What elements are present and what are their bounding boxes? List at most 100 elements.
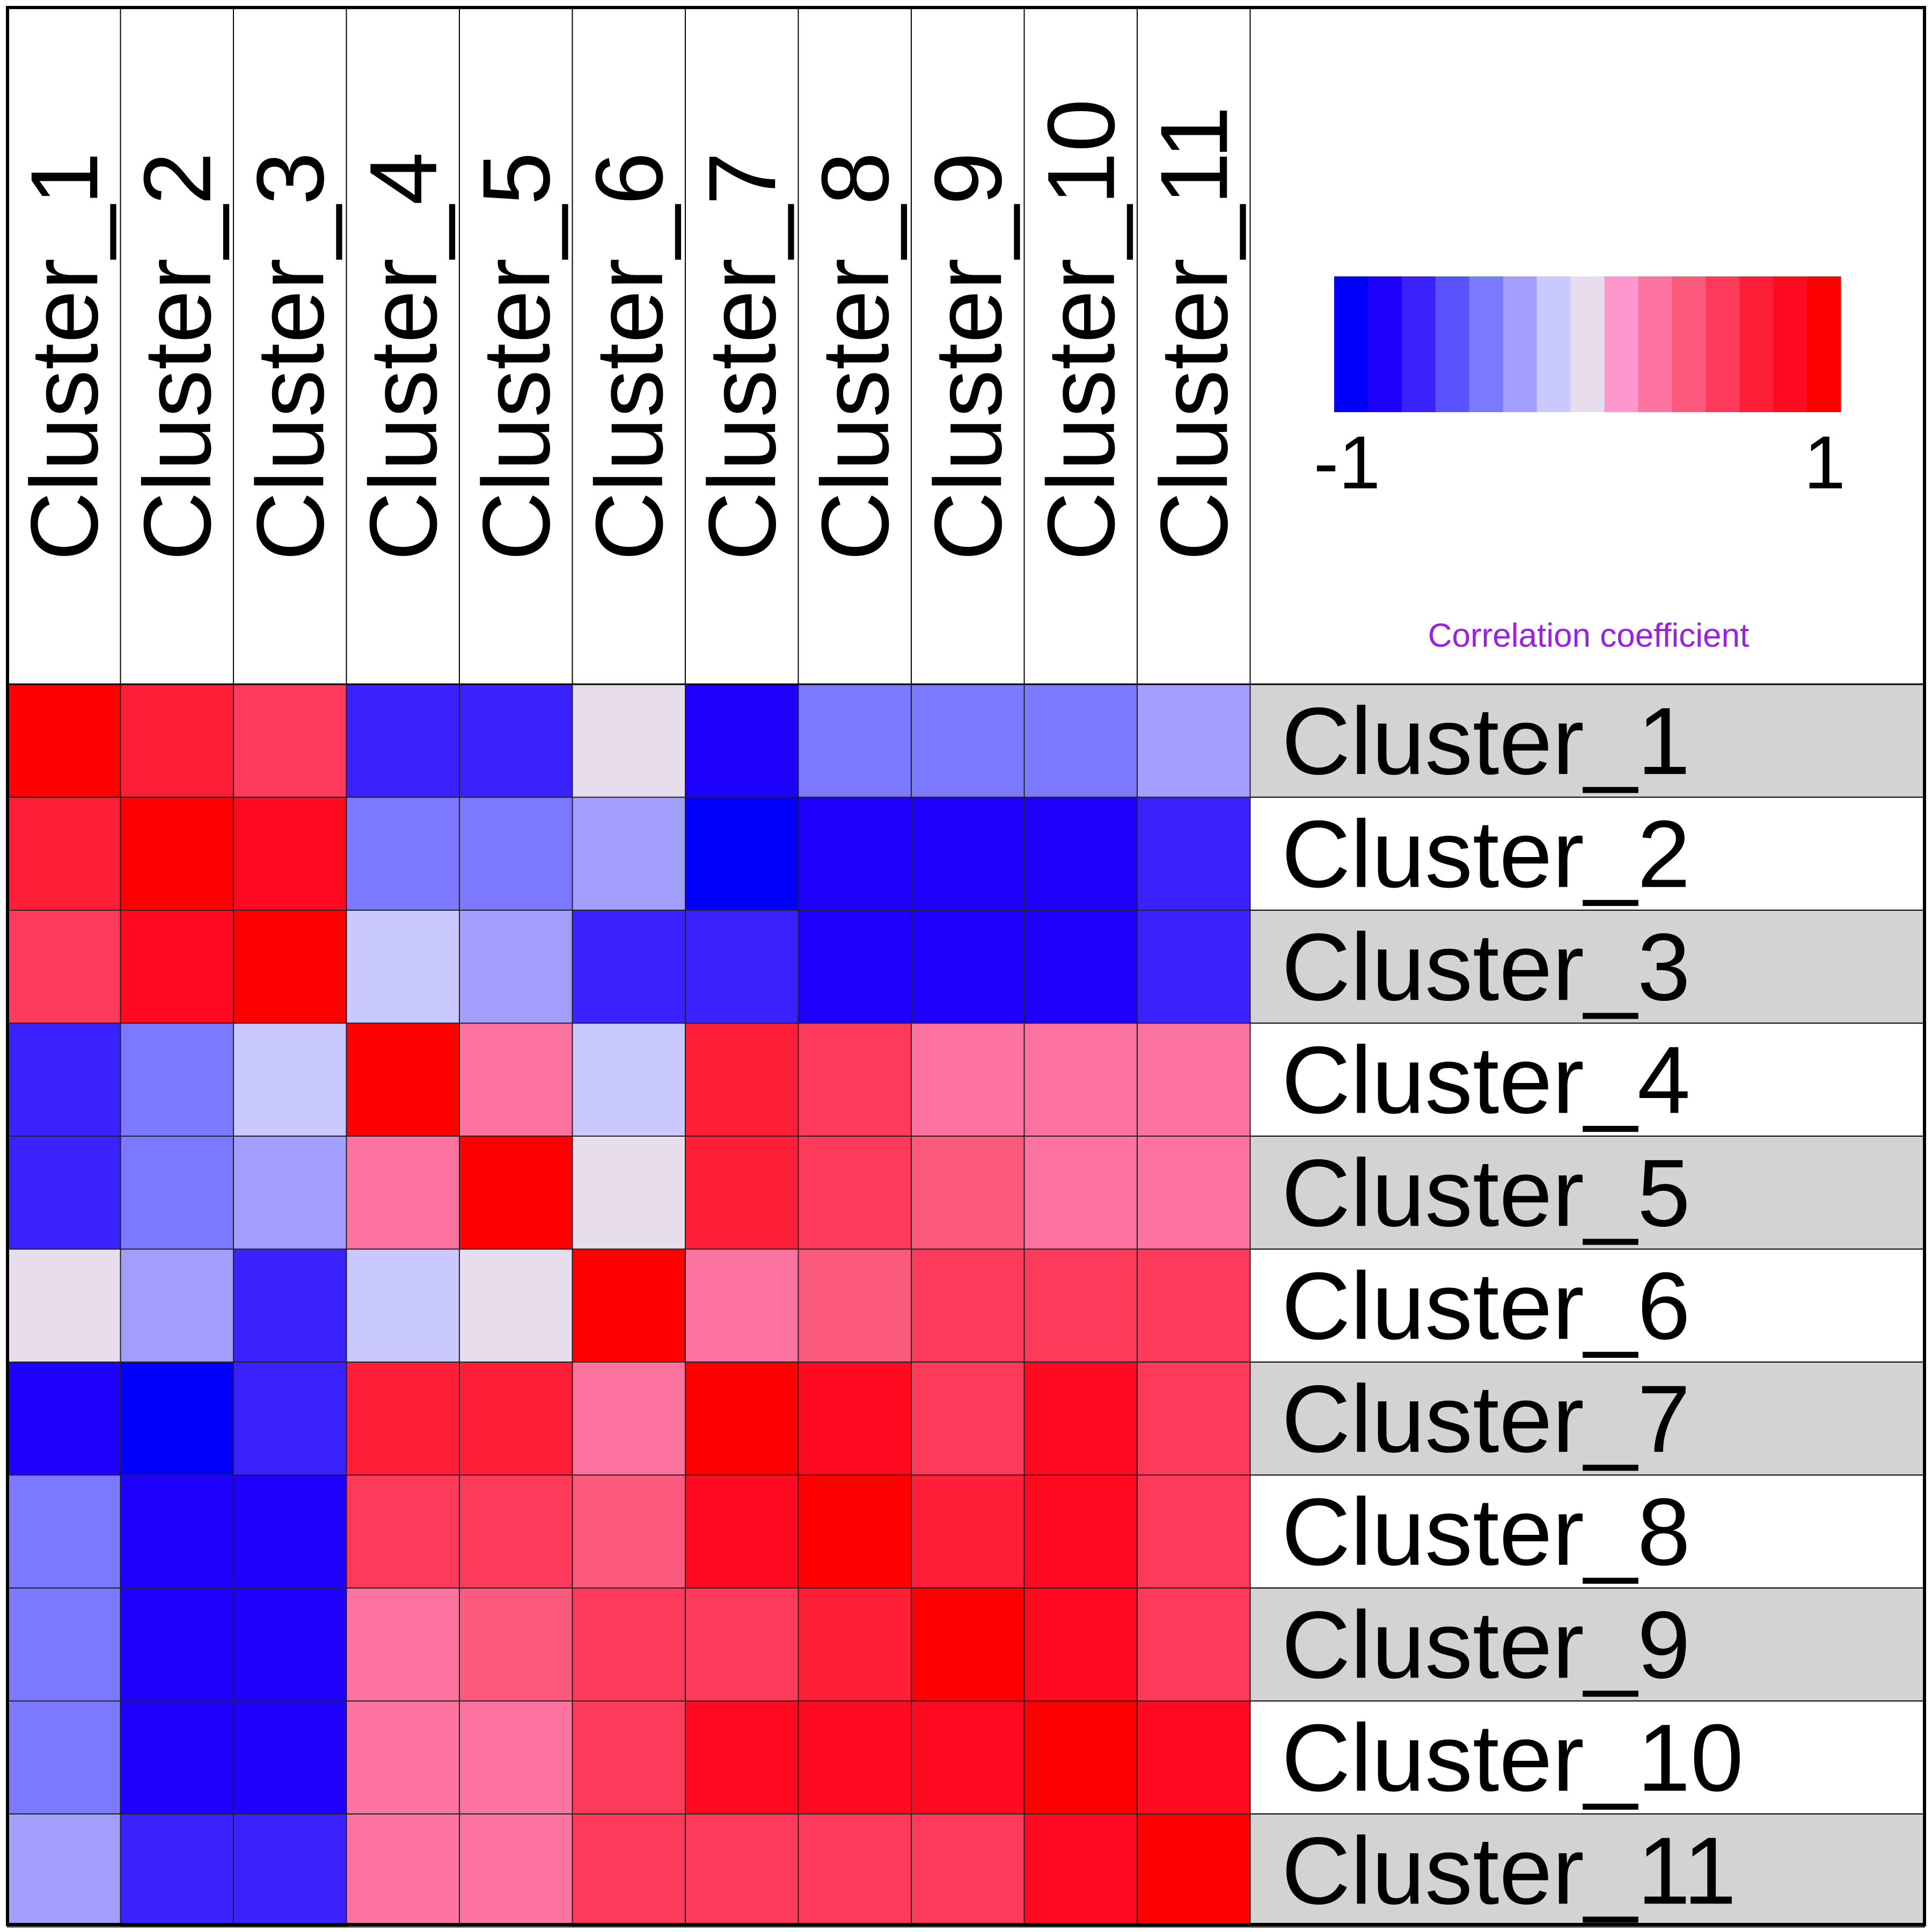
legend-swatch [1638, 276, 1672, 412]
heatmap-cell [1023, 1248, 1138, 1363]
row-stripe [1249, 1474, 1925, 1589]
heatmap-cell [459, 1136, 573, 1250]
heatmap-cell [911, 1587, 1025, 1702]
column-label: Cluster_11 [1140, 106, 1247, 561]
column-label: Cluster_6 [576, 152, 683, 561]
heatmap-cell [346, 1700, 460, 1814]
row-stripe [1249, 1700, 1925, 1814]
row-label: Cluster_6 [1282, 1253, 1690, 1359]
legend-swatch [1672, 276, 1706, 412]
legend-title: Correlation coefficient [1428, 617, 1750, 654]
heatmap-cell [1023, 1587, 1138, 1702]
heatmap-cell [911, 1136, 1025, 1250]
column-label: Cluster_4 [350, 152, 457, 561]
heatmap-cell [120, 684, 234, 798]
heatmap-cell [1023, 1362, 1138, 1476]
row-label: Cluster_1 [1282, 687, 1690, 794]
column-label: Cluster_8 [802, 152, 909, 561]
legend-max-label: 1 [1804, 420, 1846, 504]
heatmap-cells [7, 684, 1251, 1928]
row-label: Cluster_9 [1282, 1591, 1690, 1698]
row-stripe [1249, 1022, 1925, 1137]
heatmap-cell [685, 684, 799, 798]
heatmap-cell [7, 1022, 121, 1137]
heatmap-cell [1137, 1136, 1251, 1250]
heatmap-cell [346, 1474, 460, 1589]
heatmap-cell [797, 1474, 912, 1589]
row-label: Cluster_10 [1282, 1704, 1744, 1811]
row-label: Cluster_3 [1282, 913, 1690, 1020]
heatmap-cell [911, 1362, 1025, 1476]
heatmap-cell [120, 910, 234, 1024]
heatmap-cell [797, 684, 912, 798]
heatmap-cell [572, 1474, 686, 1589]
heatmap-cell [346, 1136, 460, 1250]
heatmap-cell [685, 1700, 799, 1814]
legend-swatch [1469, 276, 1504, 412]
heatmap-cell [120, 1022, 234, 1137]
heatmap-cell [459, 1587, 573, 1702]
heatmap-cell [459, 1474, 573, 1589]
heatmap-cell [233, 1362, 347, 1476]
heatmap-cell [346, 1022, 460, 1137]
column-labels: Cluster_1 Cluster_2 Cluster_3 Cluster_4 Clus… [11, 99, 1247, 561]
heatmap-cell [572, 1248, 686, 1363]
legend-swatch [1807, 276, 1841, 412]
heatmap-cell [233, 1700, 347, 1814]
legend-swatch [1773, 276, 1807, 412]
column-label: Cluster_5 [463, 152, 569, 561]
heatmap-cell [7, 684, 121, 798]
heatmap-cell [346, 1813, 460, 1928]
heatmap-cell [7, 1136, 121, 1250]
heatmap-cell [797, 1587, 912, 1702]
heatmap-cell [572, 910, 686, 1024]
heatmap-cell [685, 796, 799, 911]
heatmap-cell [233, 1813, 347, 1928]
row-stripe [1249, 910, 1925, 1024]
legend-swatch [1503, 276, 1538, 412]
heatmap-cell [7, 1587, 121, 1702]
heatmap-cell [7, 1474, 121, 1589]
heatmap-cell [1137, 1022, 1251, 1137]
heatmap-cell [1137, 1813, 1251, 1928]
row-label: Cluster_8 [1282, 1479, 1690, 1585]
heatmap-cell [346, 910, 460, 1024]
heatmap-cell [233, 796, 347, 911]
heatmap-cell [572, 1700, 686, 1814]
heatmap-cell [459, 684, 573, 798]
row-stripe [1249, 796, 1925, 911]
heatmap-cell [572, 796, 686, 911]
heatmap-cell [1137, 1248, 1251, 1363]
heatmap-cell [346, 1587, 460, 1702]
column-label: Cluster_10 [1028, 99, 1135, 561]
row-label-stripes [1249, 684, 1925, 1928]
column-label: Cluster_7 [689, 152, 795, 561]
heatmap-cell [120, 796, 234, 911]
heatmap-cell [1023, 1474, 1138, 1589]
row-stripe [1249, 684, 1925, 798]
legend-swatch [1604, 276, 1638, 412]
legend-color-bar [1334, 276, 1841, 412]
heatmap-cell [346, 1362, 460, 1476]
heatmap-cell [7, 1813, 121, 1928]
heatmap-cell [233, 1248, 347, 1363]
heatmap-cell [797, 796, 912, 911]
row-label: Cluster_11 [1282, 1817, 1737, 1924]
column-label: Cluster_1 [11, 152, 118, 561]
heatmap-cell [911, 1474, 1025, 1589]
column-label: Cluster_2 [124, 152, 231, 561]
row-label: Cluster_2 [1282, 801, 1690, 908]
heatmap-cell [120, 1813, 234, 1928]
row-stripe [1249, 1813, 1925, 1928]
legend-swatch [1739, 276, 1774, 412]
heatmap-cell [911, 1248, 1025, 1363]
heatmap-cell [685, 1248, 799, 1363]
heatmap-cell [346, 796, 460, 911]
heatmap-cell [120, 1474, 234, 1589]
heatmap-cell [7, 1248, 121, 1363]
heatmap-cell [797, 1022, 912, 1137]
heatmap-cell [7, 910, 121, 1024]
row-label: Cluster_7 [1282, 1365, 1690, 1472]
heatmap-cell [797, 1362, 912, 1476]
